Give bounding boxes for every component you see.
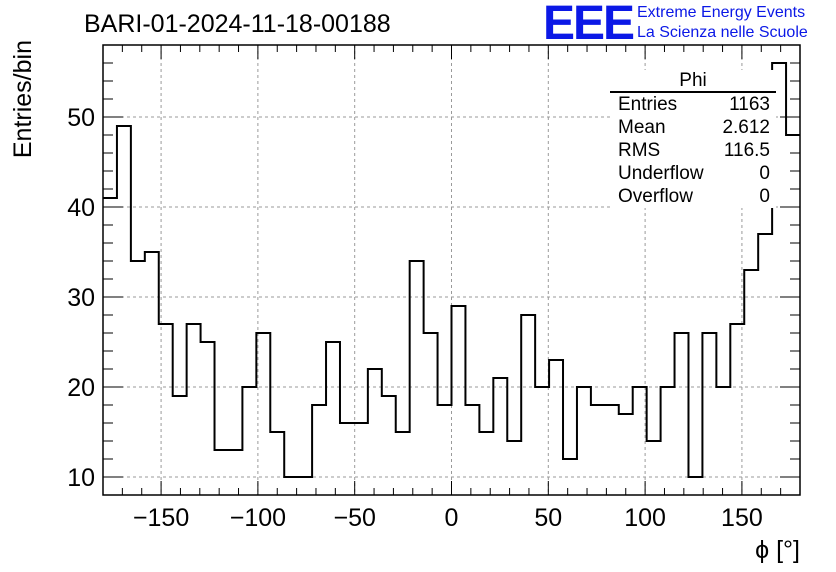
histogram-bin — [242, 387, 256, 495]
logo-subtitle-1: Extreme Energy Events — [637, 4, 805, 22]
histogram-bin — [117, 126, 131, 495]
histogram-bin — [270, 432, 284, 495]
histogram-bin — [647, 441, 661, 495]
histogram-bin — [675, 333, 689, 495]
histogram-bin — [535, 387, 549, 495]
histogram-bin — [716, 387, 730, 495]
histogram-bin — [410, 261, 424, 495]
x-tick-label: −50 — [333, 504, 375, 532]
histogram-bin — [507, 441, 521, 495]
histogram-bin — [354, 423, 368, 495]
histogram-bin — [577, 387, 591, 495]
histogram-bin — [326, 342, 340, 495]
histogram-bin — [424, 333, 438, 495]
histogram-bin — [619, 414, 633, 495]
histogram-bin — [688, 477, 702, 495]
histogram-bin — [187, 324, 201, 495]
stats-value: 0 — [759, 185, 770, 208]
stats-row-rms: RMS 116.5 — [610, 139, 776, 162]
histogram-bin — [591, 405, 605, 495]
histogram-bin — [730, 324, 744, 495]
histogram-bin — [493, 378, 507, 495]
histogram-bin — [131, 261, 145, 495]
x-tick-label: 150 — [721, 504, 763, 532]
x-axis-title: ϕ [°] — [755, 536, 800, 564]
stats-row-mean: Mean 2.612 — [610, 116, 776, 139]
logo-subtitle-2: La Scienza nelle Scuole — [637, 24, 808, 42]
y-tick-label: 30 — [67, 284, 95, 312]
y-tick-label: 20 — [67, 374, 95, 402]
eee-logo: EEE — [543, 0, 633, 48]
histogram-bin — [702, 333, 716, 495]
histogram-bin — [298, 477, 312, 495]
histogram-bin — [633, 387, 647, 495]
stats-value: 116.5 — [724, 139, 770, 162]
x-tick-label: −100 — [230, 504, 286, 532]
histogram-bin — [103, 198, 117, 495]
histogram-bin — [368, 369, 382, 495]
stats-label: Overflow — [618, 185, 693, 208]
histogram-bin — [605, 405, 619, 495]
stats-row-overflow: Overflow 0 — [610, 185, 776, 208]
stats-label: Entries — [618, 93, 677, 116]
histogram-bin — [786, 135, 800, 495]
stats-value: 2.612 — [722, 116, 770, 139]
histogram-bin — [256, 333, 270, 495]
y-tick-label: 10 — [67, 464, 95, 492]
histogram-bin — [284, 477, 298, 495]
stats-row-entries: Entries 1163 — [610, 93, 776, 116]
histogram-bin — [563, 459, 577, 495]
x-tick-label: 100 — [624, 504, 666, 532]
histogram-bin — [479, 432, 493, 495]
histogram-bin — [340, 423, 354, 495]
x-tick-label: 0 — [445, 504, 459, 532]
histogram-bin — [145, 252, 159, 495]
histogram-bin — [201, 342, 215, 495]
histogram-bin — [521, 315, 535, 495]
stats-box: Phi Entries 1163 Mean 2.612 RMS 116.5 Un… — [610, 70, 776, 208]
histogram-bin — [312, 405, 326, 495]
histogram-bin — [452, 306, 466, 495]
histogram-bin — [549, 360, 563, 495]
histogram-bin — [396, 432, 410, 495]
histogram-bin — [173, 396, 187, 495]
stats-label: Underflow — [618, 162, 704, 185]
histogram-bin — [159, 324, 173, 495]
y-tick-label: 50 — [67, 104, 95, 132]
histogram-bin — [438, 405, 452, 495]
stats-label: RMS — [618, 139, 660, 162]
histogram-bin — [758, 234, 772, 495]
histogram-bin — [215, 450, 229, 495]
stats-title: Phi — [610, 70, 776, 91]
histogram-bin — [382, 396, 396, 495]
y-axis-title: Entries/bin — [9, 40, 37, 158]
histogram-bin — [465, 405, 479, 495]
x-tick-label: −150 — [133, 504, 189, 532]
stats-value: 1163 — [729, 93, 770, 116]
y-tick-label: 40 — [67, 194, 95, 222]
histogram-bin — [228, 450, 242, 495]
histogram-bin — [661, 387, 675, 495]
stats-row-underflow: Underflow 0 — [610, 162, 776, 185]
stats-label: Mean — [618, 116, 666, 139]
stats-value: 0 — [759, 162, 770, 185]
run-title: BARI-01-2024-11-18-00188 — [84, 10, 391, 39]
histogram-bin — [744, 270, 758, 495]
x-tick-label: 50 — [534, 504, 562, 532]
